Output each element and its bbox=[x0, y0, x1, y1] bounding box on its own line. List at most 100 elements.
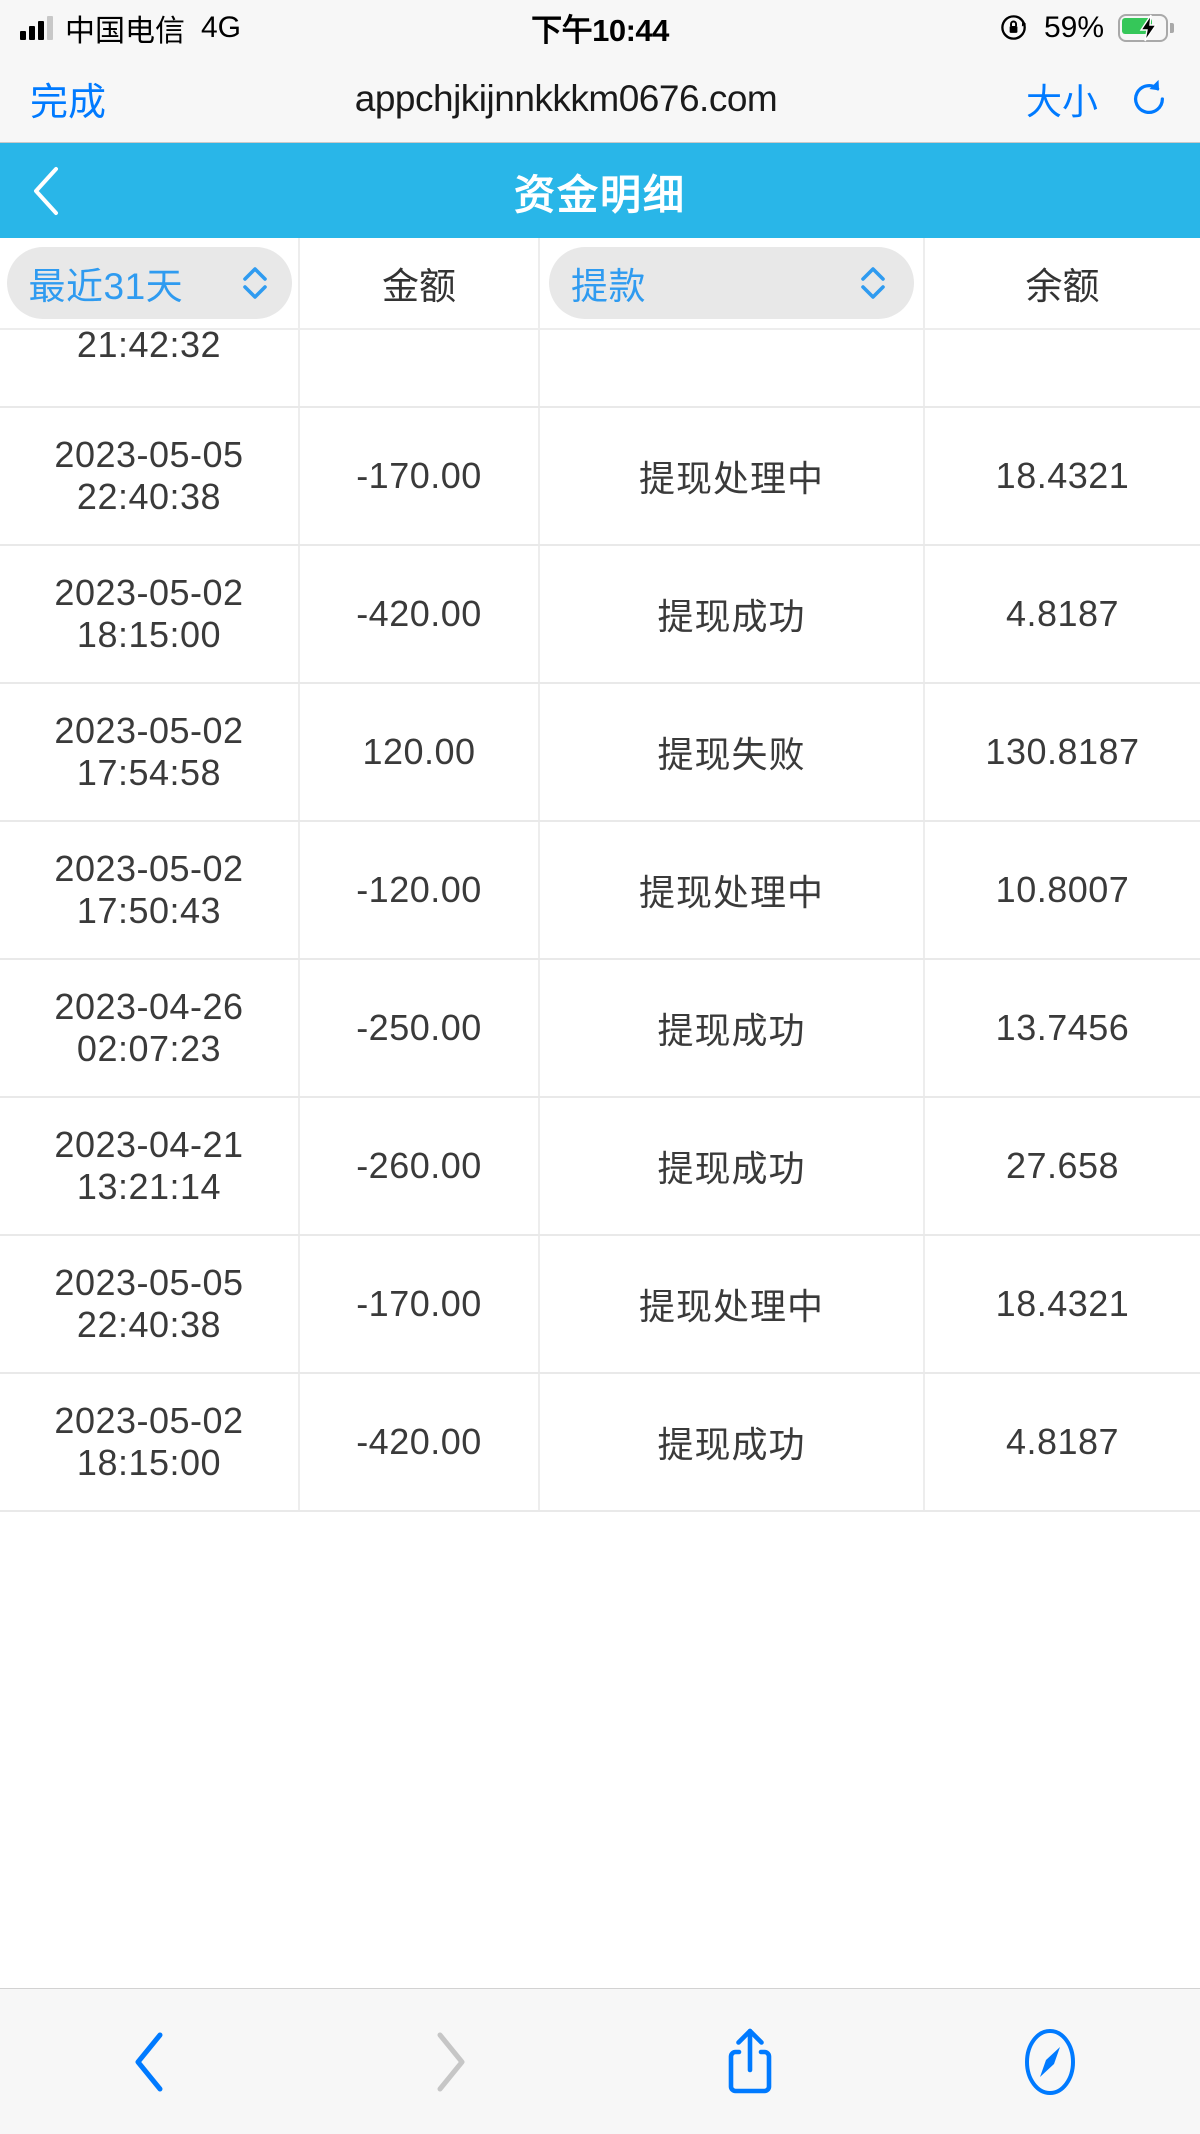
carrier-label: 中国电信 bbox=[65, 14, 185, 48]
safari-compass-icon bbox=[1025, 2028, 1075, 2095]
browser-toolbar: 完成 appchjkijnnkkkm0676.com 大小 bbox=[0, 55, 1200, 143]
date-label: 2023-04-26 bbox=[54, 985, 244, 1027]
cell-amount bbox=[300, 330, 540, 406]
transaction-list-scroll[interactable]: 21:42:32 2023-05-05 22:40:38 -170.00 提现处理中 18… bbox=[0, 330, 1200, 2013]
done-button[interactable]: 完成 bbox=[30, 82, 107, 124]
cell-balance-value: 10.8007 bbox=[995, 869, 1130, 910]
cell-status-value: 提现成功 bbox=[657, 1148, 806, 1189]
type-label: 提款 bbox=[571, 266, 646, 307]
url-label: appchjkijnnkkkm0676.com bbox=[354, 77, 778, 119]
transaction-table: 21:42:32 2023-05-05 22:40:38 -170.00 提现处理中 18… bbox=[0, 330, 1200, 1512]
date-label: 2023-05-05 bbox=[54, 433, 244, 475]
cell-balance-value: 4.8187 bbox=[1005, 1421, 1120, 1462]
cell-datetime: 2023-05-05 22:40:38 bbox=[0, 1236, 300, 1372]
browser-bottom-toolbar bbox=[0, 1988, 1200, 2134]
cell-balance: 4.8187 bbox=[925, 546, 1200, 682]
nav-back-button[interactable] bbox=[0, 1989, 300, 2134]
cell-amount-value: -170.00 bbox=[356, 455, 482, 496]
time-label: 18:15:00 bbox=[76, 1442, 222, 1483]
reload-icon[interactable] bbox=[1128, 78, 1170, 120]
cell-datetime: 2023-05-05 22:40:38 bbox=[0, 408, 300, 544]
table-row[interactable]: 2023-05-02 17:50:43 -120.00 提现处理中 10.8007 bbox=[0, 822, 1200, 960]
cell-status: 提现成功 bbox=[540, 1374, 925, 1510]
cell-amount-value: -120.00 bbox=[356, 869, 482, 910]
cell-balance-value: 18.4321 bbox=[995, 455, 1130, 496]
url-bar[interactable]: appchjkijnnkkkm0676.com bbox=[106, 78, 1026, 120]
table-row[interactable]: 2023-05-05 22:40:38 -170.00 提现处理中 18.4321 bbox=[0, 408, 1200, 546]
clock-label: 下午10:44 bbox=[531, 13, 669, 48]
cell-amount: -170.00 bbox=[300, 408, 540, 544]
cell-datetime: 21:42:32 bbox=[0, 330, 300, 406]
up-down-chevron-icon bbox=[861, 267, 885, 299]
cell-amount: 120.00 bbox=[300, 684, 540, 820]
cell-datetime: 2023-04-26 02:07:23 bbox=[0, 960, 300, 1096]
cell-amount: -250.00 bbox=[300, 960, 540, 1096]
cell-status: 提现失败 bbox=[540, 684, 925, 820]
time-label: 17:54:58 bbox=[76, 752, 222, 793]
cell-status: 提现处理中 bbox=[540, 822, 925, 958]
forward-chevron-icon bbox=[437, 2032, 465, 2091]
table-row[interactable]: 2023-05-05 22:40:38 -170.00 提现处理中 18.4321 bbox=[0, 1236, 1200, 1374]
table-row[interactable]: 2023-05-02 18:15:00 -420.00 提现成功 4.8187 bbox=[0, 546, 1200, 684]
cell-amount-value: -420.00 bbox=[356, 1421, 482, 1462]
balance-header-label: 余额 bbox=[1025, 266, 1100, 307]
cell-amount: -170.00 bbox=[300, 1236, 540, 1372]
table-row[interactable]: 2023-04-21 13:21:14 -260.00 提现成功 27.658 bbox=[0, 1098, 1200, 1236]
date-range-label: 最近31天 bbox=[28, 266, 184, 307]
bookmarks-button[interactable] bbox=[900, 1989, 1200, 2134]
table-row[interactable]: 2023-05-02 17:54:58 120.00 提现失败 130.8187 bbox=[0, 684, 1200, 822]
cell-balance: 13.7456 bbox=[925, 960, 1200, 1096]
cell-balance: 10.8007 bbox=[925, 822, 1200, 958]
cell-status: 提现成功 bbox=[540, 1098, 925, 1234]
time-label: 22:40:38 bbox=[76, 476, 222, 517]
cell-amount-value: -260.00 bbox=[356, 1145, 482, 1186]
date-label: 2023-05-02 bbox=[54, 709, 244, 751]
date-range-filter-cell[interactable]: 最近31天 bbox=[0, 238, 300, 328]
cell-status-value: 提现失败 bbox=[657, 734, 806, 775]
status-bar-left: 中国电信 4G bbox=[20, 6, 241, 50]
table-row[interactable]: 21:42:32 bbox=[0, 330, 1200, 408]
table-row[interactable]: 2023-05-02 18:15:00 -420.00 提现成功 4.8187 bbox=[0, 1374, 1200, 1512]
cell-datetime: 2023-04-21 13:21:14 bbox=[0, 1098, 300, 1234]
cell-amount-value: -170.00 bbox=[356, 1283, 482, 1324]
cell-balance: 130.8187 bbox=[925, 684, 1200, 820]
page-title: 资金明细 bbox=[514, 171, 686, 218]
date-label: 2023-05-02 bbox=[54, 1399, 244, 1441]
time-label: 13:21:14 bbox=[76, 1166, 222, 1207]
time-label: 18:15:00 bbox=[76, 614, 222, 655]
cell-amount-value: -250.00 bbox=[356, 1007, 482, 1048]
up-down-chevron-icon bbox=[242, 267, 267, 299]
cell-status: 提现处理中 bbox=[540, 1236, 925, 1372]
cell-status-value: 提现处理中 bbox=[638, 872, 824, 913]
date-label: 2023-04-21 bbox=[54, 1123, 244, 1165]
cell-datetime: 2023-05-02 18:15:00 bbox=[0, 1374, 300, 1510]
type-dropdown[interactable]: 提款 bbox=[549, 247, 914, 319]
cell-status-value: 提现处理中 bbox=[638, 1286, 824, 1327]
cell-balance-value: 18.4321 bbox=[995, 1283, 1130, 1324]
cell-amount-value: -420.00 bbox=[356, 593, 482, 634]
back-chevron-icon[interactable] bbox=[26, 165, 66, 217]
nav-forward-button[interactable] bbox=[300, 1989, 600, 2134]
cell-status: 提现成功 bbox=[540, 960, 925, 1096]
cell-amount: -420.00 bbox=[300, 546, 540, 682]
cell-amount-value: 120.00 bbox=[362, 731, 476, 772]
amount-header-label: 金额 bbox=[382, 266, 456, 307]
date-range-dropdown[interactable]: 最近31天 bbox=[6, 247, 292, 319]
network-type-label: 4G bbox=[201, 10, 242, 44]
text-size-button[interactable]: 大小 bbox=[1025, 80, 1098, 122]
table-row[interactable]: 2023-04-26 02:07:23 -250.00 提现成功 13.7456 bbox=[0, 960, 1200, 1098]
amount-column-header: 金额 bbox=[300, 238, 540, 328]
battery-charging-icon bbox=[1118, 13, 1174, 42]
date-label: 2023-05-02 bbox=[54, 847, 244, 889]
share-button[interactable] bbox=[600, 1989, 900, 2134]
status-bar: 中国电信 4G 下午10:44 59% bbox=[0, 0, 1200, 55]
time-label: 17:50:43 bbox=[76, 890, 222, 931]
battery-percent-label: 59% bbox=[1043, 10, 1104, 44]
type-filter-cell[interactable]: 提款 bbox=[540, 238, 925, 328]
share-icon bbox=[728, 2028, 772, 2093]
cell-status: 提现成功 bbox=[540, 546, 925, 682]
cell-status-value: 提现成功 bbox=[657, 1010, 806, 1051]
cell-datetime: 2023-05-02 17:54:58 bbox=[0, 684, 300, 820]
cell-balance: 18.4321 bbox=[925, 408, 1200, 544]
